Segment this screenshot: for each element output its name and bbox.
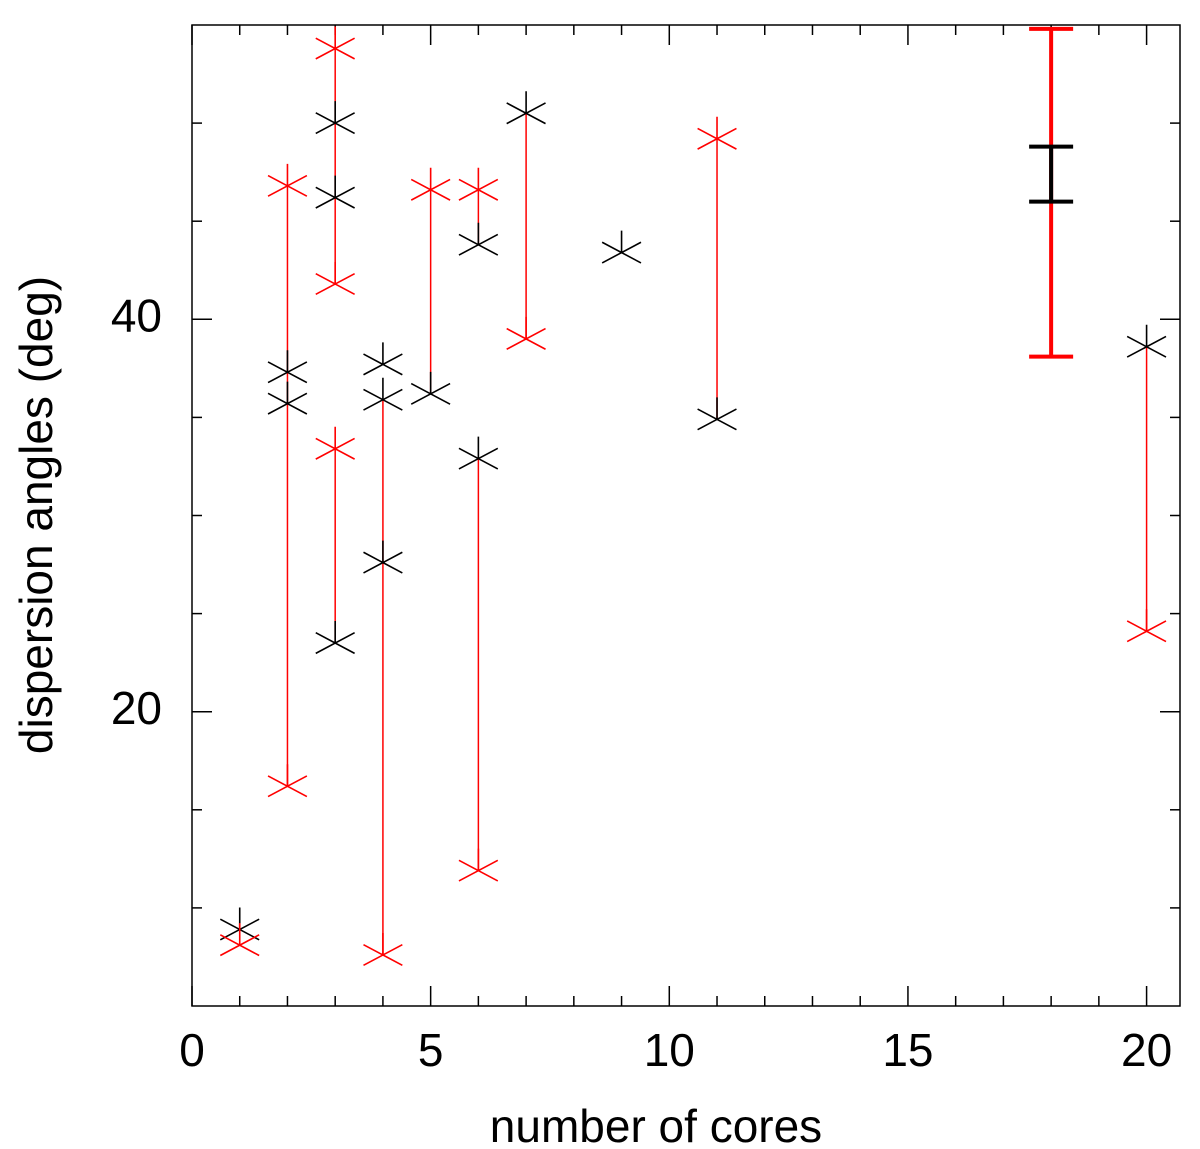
- point: [315, 426, 355, 460]
- point: [363, 377, 403, 411]
- point: [267, 163, 308, 197]
- point: [267, 764, 308, 798]
- point: [601, 230, 642, 264]
- point: [315, 26, 355, 60]
- point: [267, 350, 308, 384]
- point: [1126, 609, 1167, 643]
- point: [506, 316, 546, 350]
- point: [697, 397, 737, 431]
- point: [458, 436, 499, 470]
- point: [363, 932, 403, 967]
- point: [315, 621, 355, 655]
- point: [458, 848, 499, 882]
- point: [363, 540, 403, 574]
- point: [363, 342, 403, 376]
- plot-frame: [191, 24, 1181, 1007]
- point: [315, 261, 355, 296]
- point: [315, 101, 355, 135]
- y-tick-label: 20: [111, 682, 162, 734]
- x-tick-label: 15: [882, 1024, 933, 1076]
- y-tick-label: 40: [111, 289, 162, 341]
- y-axis-label: dispersion angles (deg): [10, 276, 62, 754]
- point: [219, 923, 260, 957]
- x-tick-label: 10: [644, 1024, 695, 1076]
- point: [315, 175, 355, 209]
- x-tick-label: 20: [1121, 1024, 1172, 1076]
- point: [267, 381, 308, 415]
- point: [458, 222, 499, 256]
- x-tick-label: 5: [418, 1024, 444, 1076]
- point: [458, 167, 499, 201]
- error-bar: [1029, 144, 1074, 204]
- point: [410, 371, 451, 405]
- point: [506, 91, 546, 125]
- x-tick-label: 0: [179, 1024, 205, 1076]
- point: [697, 116, 737, 150]
- x-axis-label: number of cores: [490, 1100, 822, 1149]
- point: [1126, 324, 1167, 358]
- point: [410, 167, 451, 201]
